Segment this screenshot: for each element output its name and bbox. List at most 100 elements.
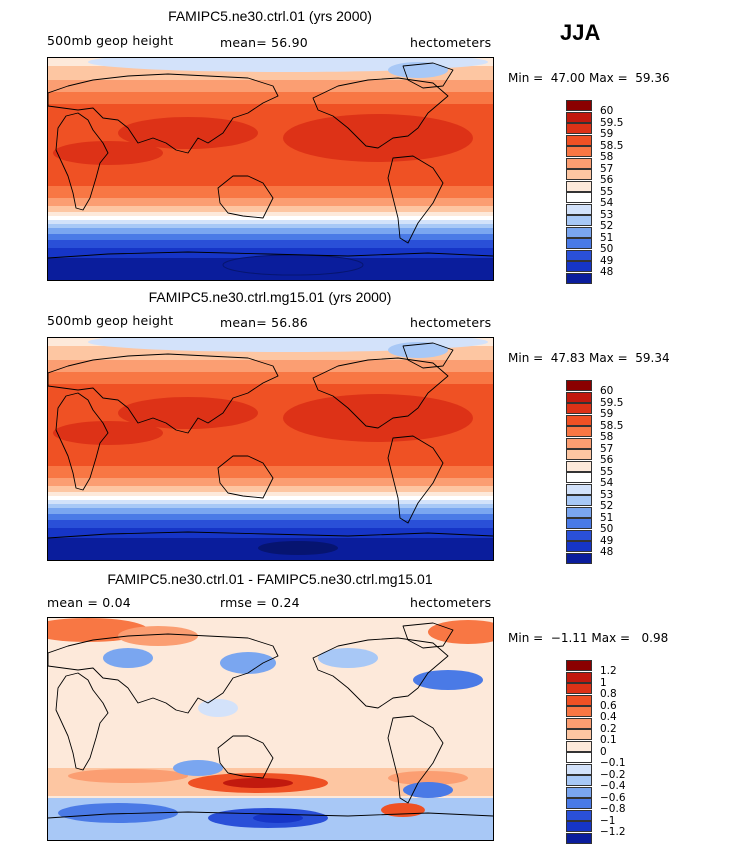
colorbar-label: −0.2 [600, 768, 626, 781]
colorbar-label: 51 [600, 511, 614, 524]
colorbar-label: 52 [600, 500, 614, 512]
colorbar-label: −0.1 [600, 757, 626, 769]
panel-2-title: FAMIPC5.ne30.ctrl.mg15.01 (yrs 2000) [148, 289, 392, 305]
colorbar-label: 0.8 [600, 688, 617, 700]
panel-3-mean-label: mean = 0.04 [47, 595, 131, 610]
colorbar-swatch [566, 763, 592, 775]
colorbar-swatch [566, 380, 592, 391]
colorbar-swatch [566, 483, 592, 495]
colorbar-swatch [566, 157, 592, 169]
colorbar-swatch [566, 495, 592, 506]
colorbar-swatch [566, 717, 592, 729]
colorbar-label: 57 [600, 442, 614, 455]
colorbar-label: 58.5 [600, 139, 624, 152]
colorbar-swatch [566, 552, 592, 564]
colorbar-label: −0.6 [600, 791, 626, 804]
panel-2-units-label: hectometers [410, 315, 492, 330]
colorbar-swatch [566, 786, 592, 798]
panel-1-units-label: hectometers [410, 35, 492, 50]
colorbar-label: 53 [600, 488, 614, 501]
colorbar-swatch [566, 740, 592, 752]
colorbar-label: −0.8 [600, 803, 626, 815]
panel-3-minmax: Min = −1.11 Max = 0.98 [508, 631, 669, 645]
colorbar-swatch [566, 821, 592, 832]
colorbar-label: 56 [600, 174, 614, 186]
panel-2-mean-label: mean= 56.86 [220, 315, 308, 330]
colorbar-swatch [566, 249, 592, 261]
panel-1-title: FAMIPC5.ne30.ctrl.01 (yrs 2000) [168, 8, 372, 24]
colorbar-swatch [566, 660, 592, 671]
colorbar-label: 49 [600, 254, 614, 267]
colorbar-label: 51 [600, 231, 614, 244]
colorbar-label: 54 [600, 477, 614, 489]
colorbar-swatch [566, 391, 592, 403]
colorbar-label: −0.4 [600, 780, 626, 792]
colorbar-swatch [566, 100, 592, 111]
colorbar-label: 54 [600, 197, 614, 209]
panel-1-mean-label: mean= 56.90 [220, 35, 308, 50]
colorbar-swatch [566, 272, 592, 284]
colorbar-swatch [566, 215, 592, 226]
colorbar-label: 48 [600, 266, 614, 278]
colorbar-label: 50 [600, 243, 614, 255]
colorbar-swatch [566, 203, 592, 215]
panel-2-map [47, 337, 494, 561]
panel-1-variable-label: 500mb geop height [47, 33, 174, 48]
colorbar-label: −1.2 [600, 826, 626, 838]
colorbar-label: 53 [600, 208, 614, 221]
colorbar-swatch [566, 437, 592, 449]
colorbar-swatch [566, 706, 592, 717]
colorbar-label: 55 [600, 185, 614, 198]
colorbar-swatch [566, 146, 592, 157]
colorbar-swatch [566, 809, 592, 821]
panel-3-map [47, 617, 494, 841]
colorbar-swatch [566, 798, 592, 809]
colorbar-swatch [566, 123, 592, 134]
panel-2-minmax: Min = 47.83 Max = 59.34 [508, 351, 670, 365]
colorbar-swatch [566, 414, 592, 426]
colorbar-label: 50 [600, 523, 614, 535]
colorbar-swatch [566, 752, 592, 763]
colorbar-swatch [566, 238, 592, 249]
colorbar-label: 58.5 [600, 419, 624, 432]
colorbar-label: 0.6 [600, 699, 617, 712]
colorbar-label: 1.2 [600, 665, 617, 677]
colorbar-label: 55 [600, 465, 614, 478]
colorbar-swatch [566, 261, 592, 272]
colorbar-label: 52 [600, 220, 614, 232]
colorbar-swatch [566, 180, 592, 192]
colorbar-swatch [566, 694, 592, 706]
colorbar-swatch [566, 134, 592, 146]
colorbar-swatch [566, 111, 592, 123]
colorbar-swatch [566, 529, 592, 541]
panel-3-rmse-label: rmse = 0.24 [220, 595, 300, 610]
colorbar-swatch [566, 169, 592, 180]
colorbar-swatch [566, 506, 592, 518]
colorbar-label: 59 [600, 408, 614, 420]
colorbar-label: 0.4 [600, 711, 617, 723]
colorbar-label: 56 [600, 454, 614, 466]
colorbar-label: 0 [600, 745, 607, 758]
colorbar-label: 49 [600, 534, 614, 547]
colorbar-label: −1 [600, 814, 616, 827]
panel-3-title: FAMIPC5.ne30.ctrl.01 - FAMIPC5.ne30.ctrl… [107, 571, 433, 587]
colorbar-label: 59.5 [600, 396, 624, 409]
panel-2-variable-label: 500mb geop height [47, 313, 174, 328]
colorbar-label: 58 [600, 151, 614, 163]
colorbar-swatch [566, 460, 592, 472]
colorbar-swatch [566, 832, 592, 844]
colorbar-label: 57 [600, 162, 614, 175]
colorbar-swatch [566, 775, 592, 786]
colorbar-swatch [566, 472, 592, 483]
colorbar-swatch [566, 192, 592, 203]
colorbar-label: 60 [600, 105, 614, 117]
colorbar-swatch [566, 226, 592, 238]
colorbar-swatch [566, 449, 592, 460]
colorbar-label: 59 [600, 128, 614, 140]
season-label: JJA [560, 20, 601, 45]
colorbar-label: 59.5 [600, 116, 624, 129]
colorbar-swatch [566, 403, 592, 414]
colorbar-label: 48 [600, 546, 614, 558]
panel-1-minmax: Min = 47.00 Max = 59.36 [508, 71, 670, 85]
colorbar-swatch [566, 729, 592, 740]
